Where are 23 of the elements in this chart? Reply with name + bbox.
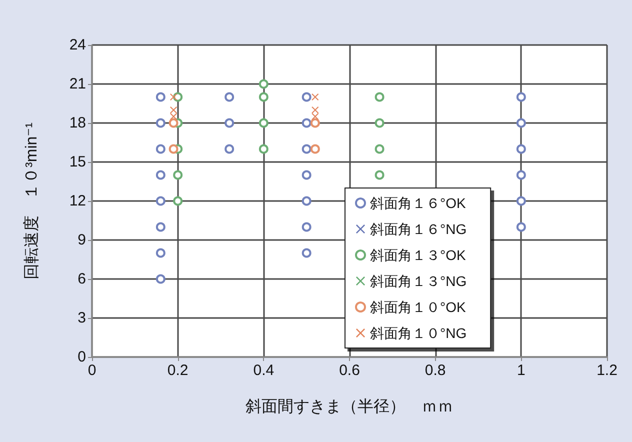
y-tick-label: 12 (69, 192, 86, 210)
y-tick-label: 0 (78, 348, 86, 366)
y-tick-label: 6 (78, 270, 86, 288)
x-tick-label: 0.2 (167, 362, 188, 379)
legend-label: 斜面角１０°NG (370, 325, 467, 341)
y-tick-label: 24 (69, 36, 86, 54)
legend-label: 斜面角１６°OK (370, 195, 466, 211)
y-tick-label: 3 (78, 310, 86, 326)
legend-label: 斜面角１６°NG (370, 221, 467, 237)
legend-label: 斜面角１３°OK (370, 247, 466, 263)
x-tick-label: 0.8 (424, 362, 446, 379)
y-axis-title: 回転速度 １０³min⁻¹ (22, 122, 40, 280)
y-tick-label: 21 (69, 76, 86, 92)
x-axis-title: 斜面間すきま（半径） ｍｍ (246, 398, 454, 416)
legend-label: 斜面角１０°OK (370, 299, 466, 315)
x-tick-label: 0.6 (339, 362, 360, 379)
x-tick-label: 1 (516, 362, 526, 379)
legend-label: 斜面角１３°NG (370, 273, 467, 289)
y-tick-label: 18 (69, 114, 86, 132)
y-tick-label: 9 (78, 232, 86, 248)
x-tick-label: 1.2 (596, 362, 618, 379)
x-tick-label: 0.4 (253, 362, 274, 379)
y-tick-label: 15 (69, 154, 86, 170)
